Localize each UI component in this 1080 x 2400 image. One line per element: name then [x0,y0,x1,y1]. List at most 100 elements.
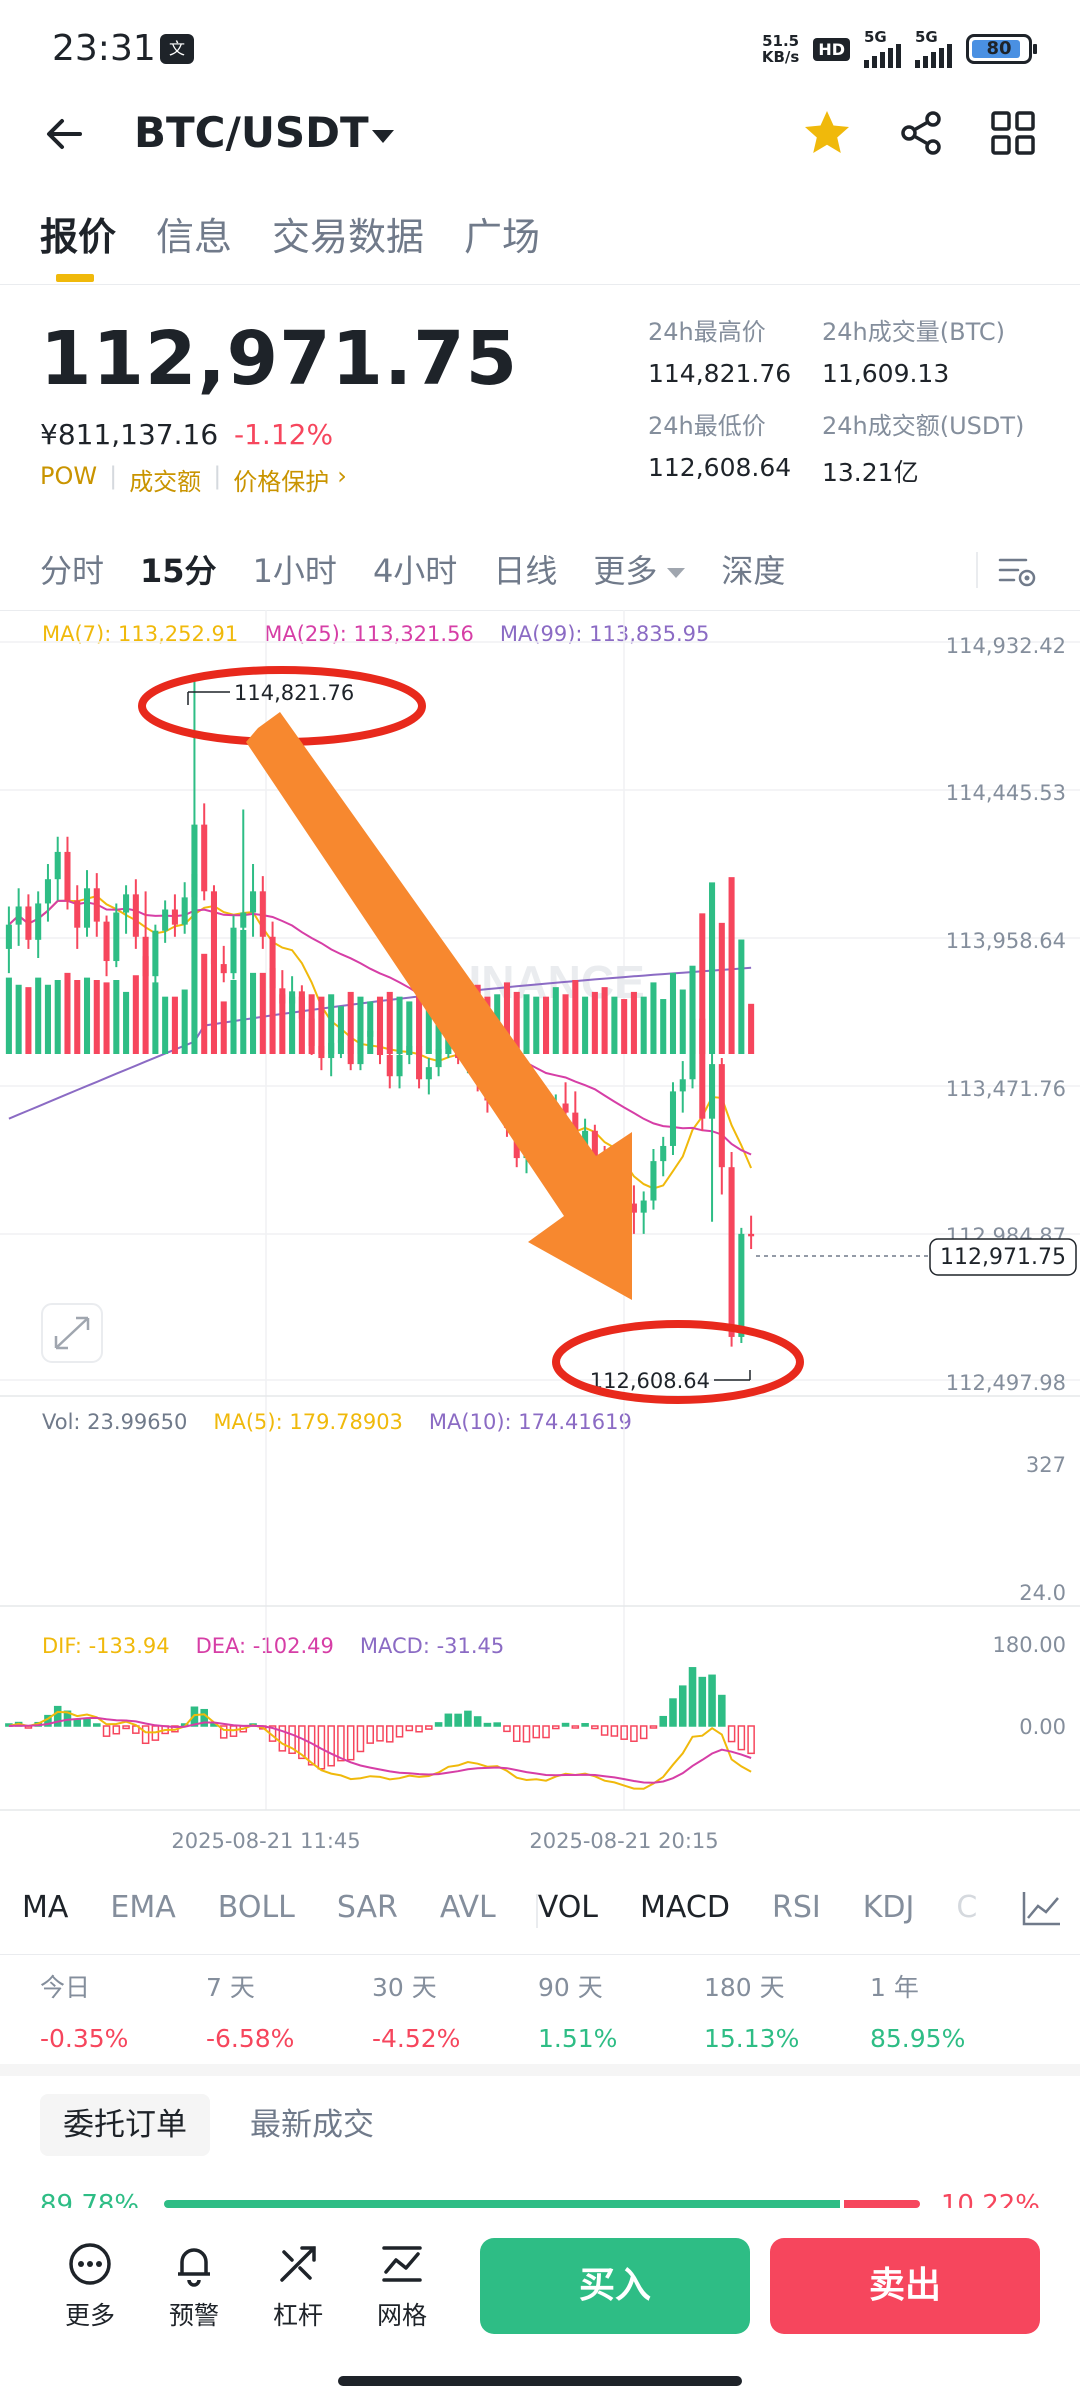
tag-price-protection[interactable]: 价格保护 [233,468,330,496]
perf-today: 今日 -0.35% [40,1968,206,2053]
last-price-tag[interactable] [929,1238,1077,1276]
tag-pow[interactable]: POW [40,462,98,490]
indicator-avl[interactable]: AVL [439,1890,496,1925]
price-tick: 112,497.98 [946,1371,1066,1395]
cny-price: ¥811,137.16 [40,418,219,451]
candle-body [64,851,71,901]
price-tick: 114,932.42 [946,634,1066,658]
stat-label: 24h最低价 [648,412,766,440]
change-percent: -1.12% [234,418,334,451]
volume-bar [396,996,403,1054]
nav-leverage[interactable]: 杠杆 [258,2240,338,2332]
stat-label: 24h成交额(USDT) [822,412,1025,440]
indicator-kdj[interactable]: KDJ [862,1890,915,1925]
indicator-rsi[interactable]: RSI [771,1890,821,1925]
sell-button[interactable]: 卖出 [770,2238,1040,2334]
chevron-right-icon[interactable]: › [337,462,347,490]
macd-bar [727,1725,736,1743]
macd-tick: 0.00 [1019,1715,1066,1739]
stat-value: 11,609.13 [822,359,950,388]
candle-body [191,824,198,898]
tab-trading-data[interactable]: 交易数据 [272,215,425,259]
macd-bar [659,1715,667,1727]
grid-icon[interactable] [988,108,1038,158]
candle-body [435,1048,442,1068]
interval-4h[interactable]: 4小时 [372,552,458,590]
interval-1h[interactable]: 1小时 [252,552,337,590]
nav-grid[interactable]: 网格 [362,2240,442,2332]
interval-timeline[interactable]: 分时 [40,552,105,590]
interval-depth[interactable]: 深度 [721,552,786,590]
volume-bar [142,956,149,1054]
tab-info[interactable]: 信息 [156,215,233,259]
tab-quote[interactable]: 报价 [40,215,117,259]
volume-bar [591,991,598,1054]
interval-1d[interactable]: 日线 [493,552,558,590]
tab-open-orders[interactable]: 委托订单 [40,2094,210,2156]
macd-bar [278,1725,287,1752]
volume-bar [709,882,716,1054]
indicator-boll[interactable]: BOLL [217,1890,295,1925]
perf-label: 90 天 [538,1973,603,2002]
chevron-down-icon[interactable] [372,130,394,143]
indicator-vol[interactable]: VOL [537,1890,599,1925]
macd-bar [53,1705,62,1727]
macd-bar [678,1685,687,1727]
low-marker-label: 112,608.64 [590,1369,710,1393]
tag-turnover[interactable]: 成交额 [129,468,202,496]
volume-bar [25,987,32,1054]
volume-bar [181,989,188,1054]
grid-trading-icon [382,2246,422,2282]
nav-alert[interactable]: 预警 [154,2240,234,2332]
sell-ratio-bar [844,2200,920,2208]
candle-body [582,1130,589,1146]
header: BTC/USDT [0,96,1080,176]
macd-bar [600,1725,609,1736]
indicator-sar[interactable]: SAR [336,1890,398,1925]
candle-body [396,1055,403,1077]
volume-bar [601,987,608,1054]
perf-value: -6.58% [206,2024,295,2053]
macd-bar [512,1725,521,1742]
expand-icon[interactable] [54,1316,90,1350]
candle-body [113,912,120,962]
candlestick-chart[interactable]: BINANCE 114,932.42 114,445.53 113,958.64… [0,610,1080,1870]
indicator-ema[interactable]: EMA [110,1890,176,1925]
perf-180d: 180 天 15.13% [704,1968,870,2053]
volume-bar [376,996,384,1054]
macd-bar [561,1722,570,1727]
volume-bar [162,996,169,1054]
sell-ratio: 10.22% [940,2190,1040,2208]
chart-settings-icon[interactable] [996,552,1040,592]
macd-bar [630,1725,638,1742]
status-time: 23:31 [52,28,156,69]
volume-bar [621,999,628,1054]
tab-square[interactable]: 广场 [464,215,541,259]
share-icon[interactable] [896,108,946,158]
stat-24h-high: 24h最高价 114,821.76 [648,312,791,388]
candle-body [416,1045,423,1080]
indicator-macd[interactable]: MACD [640,1890,730,1925]
sim2-label: 5G [915,28,938,46]
more-dots-icon [69,2243,111,2285]
active-tab-indicator [56,274,94,282]
home-indicator[interactable] [338,2376,742,2386]
volume-bar [503,982,510,1054]
star-icon[interactable] [800,106,854,160]
pair-selector[interactable]: BTC/USDT [134,108,369,157]
indicator-more[interactable]: C [956,1890,978,1925]
nav-more[interactable]: 更多 [50,2240,130,2332]
tab-latest-trades[interactable]: 最新成交 [250,2107,374,2143]
volume-bar [386,991,393,1054]
buy-button[interactable]: 买入 [480,2238,750,2334]
back-arrow-icon[interactable] [40,110,88,158]
interval-more[interactable]: 更多 [593,546,686,592]
indicator-settings-icon[interactable] [1020,1888,1064,1928]
volume-bar [171,996,178,1054]
volume-tick: 327 [1026,1453,1066,1477]
indicator-ma[interactable]: MA [22,1890,69,1925]
macd-bar [552,1725,560,1730]
interval-15m[interactable]: 15分 [140,552,217,590]
chart-gridlines [0,610,1080,1811]
candle-body [123,894,130,913]
